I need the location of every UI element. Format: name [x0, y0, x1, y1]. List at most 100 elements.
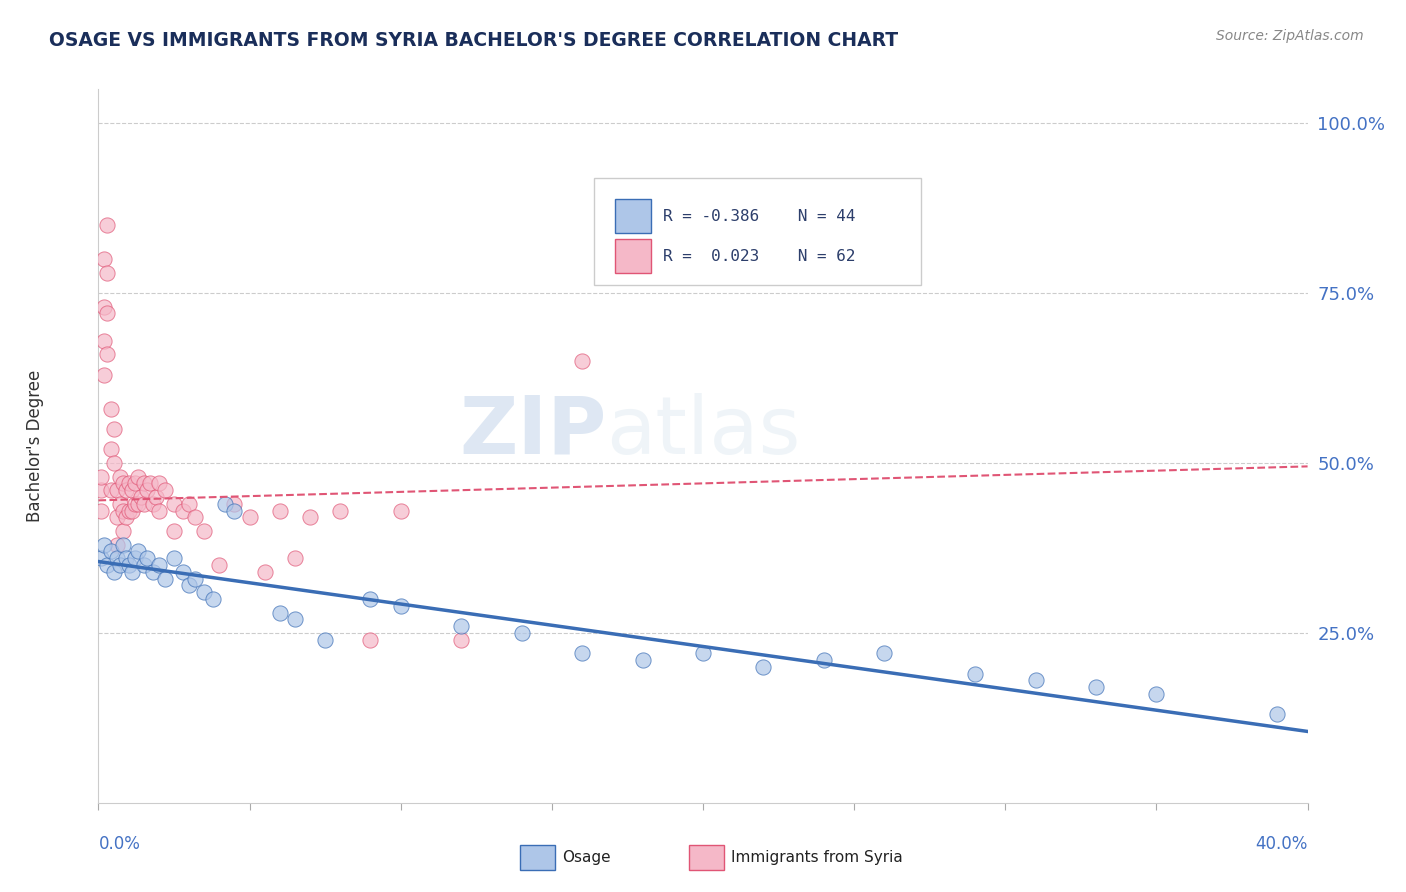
- Point: [214, 497, 236, 511]
- Text: OSAGE VS IMMIGRANTS FROM SYRIA BACHELOR'S DEGREE CORRELATION CHART: OSAGE VS IMMIGRANTS FROM SYRIA BACHELOR'…: [49, 31, 898, 50]
- Point: [124, 497, 146, 511]
- Point: [179, 578, 201, 592]
- Point: [127, 469, 149, 483]
- Point: [90, 469, 112, 483]
- Point: [129, 490, 152, 504]
- Point: [142, 497, 165, 511]
- Point: [148, 476, 170, 491]
- Point: [813, 653, 835, 667]
- Point: [163, 497, 186, 511]
- Point: [163, 524, 186, 538]
- Point: [132, 497, 155, 511]
- Point: [145, 490, 167, 504]
- Point: [108, 497, 131, 511]
- Point: [142, 565, 165, 579]
- Point: [153, 483, 176, 498]
- Point: [208, 558, 231, 572]
- Point: [184, 510, 207, 524]
- Point: [121, 483, 143, 498]
- Point: [111, 537, 134, 551]
- Point: [965, 666, 987, 681]
- Point: [111, 524, 134, 538]
- Point: [752, 660, 775, 674]
- Point: [571, 646, 593, 660]
- Point: [114, 483, 136, 498]
- Point: [389, 599, 412, 613]
- Text: Osage: Osage: [562, 850, 612, 864]
- Text: 40.0%: 40.0%: [1256, 835, 1308, 853]
- Point: [108, 558, 131, 572]
- FancyBboxPatch shape: [614, 199, 651, 234]
- Point: [105, 483, 128, 498]
- Point: [124, 476, 146, 491]
- Point: [193, 585, 215, 599]
- Point: [105, 537, 128, 551]
- Point: [148, 503, 170, 517]
- Point: [93, 252, 115, 266]
- Point: [202, 591, 225, 606]
- Point: [163, 551, 186, 566]
- Point: [224, 503, 246, 517]
- Point: [269, 503, 291, 517]
- Point: [108, 469, 131, 483]
- Point: [153, 572, 176, 586]
- Point: [90, 503, 112, 517]
- Point: [111, 503, 134, 517]
- Point: [360, 591, 382, 606]
- Point: [93, 537, 115, 551]
- Point: [100, 483, 122, 498]
- Point: [1085, 680, 1108, 694]
- Point: [96, 306, 118, 320]
- Point: [172, 565, 194, 579]
- Point: [100, 544, 122, 558]
- Point: [179, 497, 201, 511]
- Point: [132, 476, 155, 491]
- Point: [105, 551, 128, 566]
- Point: [269, 606, 291, 620]
- Point: [103, 456, 125, 470]
- Point: [118, 503, 141, 517]
- Point: [96, 558, 118, 572]
- Point: [389, 503, 412, 517]
- Point: [103, 565, 125, 579]
- Point: [111, 476, 134, 491]
- Point: [118, 558, 141, 572]
- Point: [450, 619, 472, 633]
- Text: Source: ZipAtlas.com: Source: ZipAtlas.com: [1216, 29, 1364, 43]
- Point: [253, 565, 276, 579]
- Point: [100, 401, 122, 416]
- Point: [103, 422, 125, 436]
- Point: [132, 558, 155, 572]
- Point: [93, 334, 115, 348]
- Point: [127, 497, 149, 511]
- Point: [193, 524, 215, 538]
- Point: [135, 551, 157, 566]
- Point: [135, 483, 157, 498]
- Text: atlas: atlas: [606, 392, 800, 471]
- Point: [90, 483, 112, 498]
- Point: [631, 653, 654, 667]
- Point: [121, 503, 143, 517]
- Point: [114, 510, 136, 524]
- Point: [329, 503, 352, 517]
- Text: R =  0.023    N = 62: R = 0.023 N = 62: [664, 249, 856, 264]
- Text: ZIP: ZIP: [458, 392, 606, 471]
- Point: [96, 347, 118, 361]
- Point: [1144, 687, 1167, 701]
- Point: [127, 544, 149, 558]
- Point: [692, 646, 714, 660]
- Point: [284, 551, 307, 566]
- Text: R = -0.386    N = 44: R = -0.386 N = 44: [664, 209, 856, 224]
- Text: Bachelor's Degree: Bachelor's Degree: [25, 370, 44, 522]
- Point: [148, 558, 170, 572]
- Point: [90, 551, 112, 566]
- Point: [873, 646, 896, 660]
- Point: [96, 266, 118, 280]
- Point: [172, 503, 194, 517]
- Point: [224, 497, 246, 511]
- Point: [450, 632, 472, 647]
- Point: [239, 510, 262, 524]
- Point: [114, 551, 136, 566]
- Point: [184, 572, 207, 586]
- Point: [118, 476, 141, 491]
